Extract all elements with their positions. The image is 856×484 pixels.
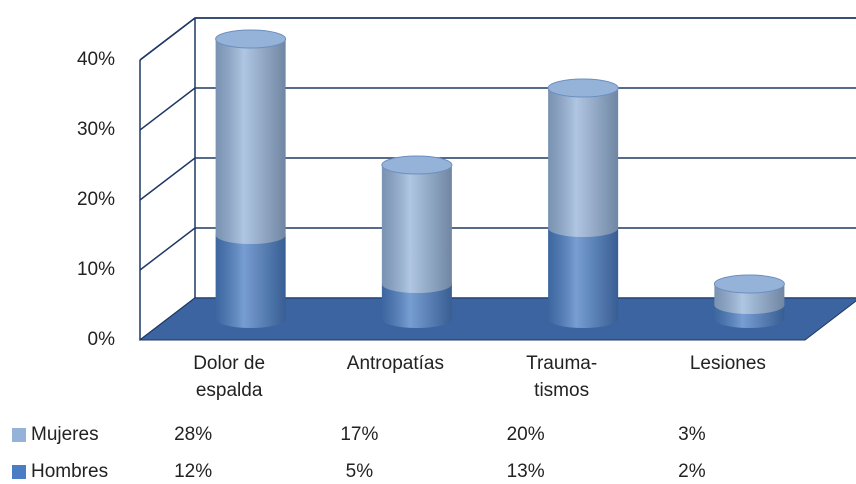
- data-label: 12%: [174, 461, 212, 482]
- legend-swatch: [12, 428, 26, 442]
- legend-label: Mujeres: [31, 424, 99, 445]
- y-tick-label: 40%: [77, 49, 115, 70]
- x-tick-label: Trauma-tismos: [526, 353, 598, 401]
- x-tick-label: Dolor de espalda: [193, 353, 266, 401]
- bar-top: [215, 29, 287, 49]
- data-label: 5%: [346, 461, 374, 482]
- data-label: 20%: [507, 424, 545, 445]
- y-tick-label: 10%: [77, 259, 115, 280]
- legend-swatch: [12, 465, 26, 479]
- grid-line: [139, 157, 856, 201]
- data-label: 2%: [678, 461, 706, 482]
- shading: [215, 226, 286, 329]
- data-label: 17%: [340, 424, 378, 445]
- data-label: 13%: [507, 461, 545, 482]
- y-tick-label: 30%: [77, 119, 115, 140]
- legend-label: Hombres: [31, 461, 108, 482]
- floor: [138, 297, 856, 341]
- x-tick-label: Lesiones: [689, 353, 766, 374]
- shading: [548, 79, 619, 237]
- shading: [215, 30, 286, 245]
- x-tick-label: Antropatías: [346, 353, 444, 374]
- grid-line: [139, 227, 856, 271]
- shading: [381, 156, 452, 293]
- bar-top: [547, 78, 619, 98]
- bar-top: [713, 274, 785, 294]
- grid-line: [139, 17, 856, 61]
- y-tick-label: 0%: [88, 329, 116, 350]
- grid-line: [139, 87, 856, 131]
- y-tick-label: 20%: [77, 189, 115, 210]
- shading: [548, 219, 619, 329]
- data-label: 3%: [678, 424, 706, 445]
- bar-top: [381, 155, 453, 175]
- data-label: 28%: [174, 424, 212, 445]
